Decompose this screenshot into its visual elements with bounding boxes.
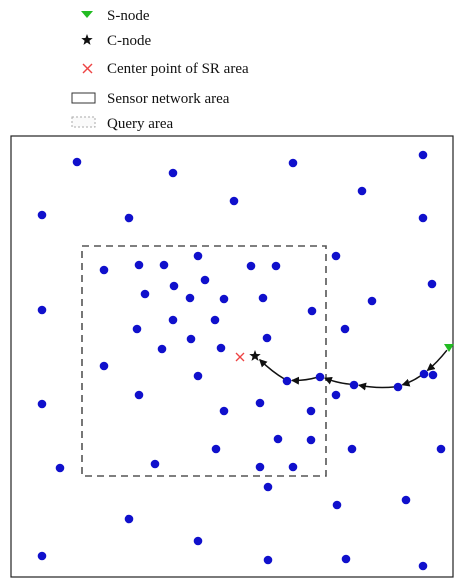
sensor-node [347, 444, 357, 454]
sensor-node [99, 265, 109, 275]
sensor-node [132, 324, 142, 334]
sensor-node [140, 289, 150, 299]
sensor-node [99, 361, 109, 371]
sensor-node [55, 463, 65, 473]
sensor-node [37, 305, 47, 315]
sensor-node [340, 324, 350, 334]
sensor-node [186, 334, 196, 344]
legend-label-query-area: Query area [107, 116, 174, 132]
sensor-node [185, 293, 195, 303]
sensor-node [211, 444, 221, 454]
sensor-node [72, 157, 82, 167]
sensor-node [255, 398, 265, 408]
sensor-node [210, 315, 220, 325]
sensor-node [341, 554, 351, 564]
sensor-node [273, 434, 283, 444]
sensor-node [169, 281, 179, 291]
sensor-node [331, 251, 341, 261]
sensor-node [271, 261, 281, 271]
sensor-node [150, 459, 160, 469]
sensor-node [418, 150, 428, 160]
sensor-node [219, 294, 229, 304]
sensor-node [37, 210, 47, 220]
sensor-node [332, 500, 342, 510]
sensor-node [418, 561, 428, 571]
sensor-network-area [10, 135, 454, 578]
center-point-legend-icon [82, 63, 93, 74]
sensor-node [255, 462, 265, 472]
sensor-node [307, 306, 317, 316]
sensor-node [124, 514, 134, 524]
sensor-node [134, 390, 144, 400]
sensor-node [157, 344, 167, 354]
sensor-node [427, 279, 437, 289]
legend-label-center-point: Center point of SR area [107, 61, 249, 77]
legend-label-s-node: S-node [107, 8, 150, 24]
sensor-node [219, 406, 229, 416]
query-area-legend-icon [71, 116, 96, 128]
center-point-marker [235, 352, 245, 362]
s-node-legend-icon [81, 11, 93, 18]
sensor-node [306, 435, 316, 445]
path-node [393, 382, 403, 392]
sensor-node [401, 495, 411, 505]
c-node-marker [249, 350, 261, 361]
sensor-node [200, 275, 210, 285]
sensor-node [37, 399, 47, 409]
path-arrow [323, 376, 352, 386]
path-node [282, 376, 292, 386]
sensor-node [288, 462, 298, 472]
sensor-node [134, 260, 144, 270]
sensor-node [193, 251, 203, 261]
legend-label-sensor-area: Sensor network area [107, 91, 230, 107]
sensor-node [331, 390, 341, 400]
sensor-node [168, 168, 178, 178]
path-arrow [290, 376, 318, 385]
sensor-node [159, 260, 169, 270]
special-nodes [235, 344, 454, 362]
path-node [419, 369, 429, 379]
path-node [349, 380, 359, 390]
path-arrow [259, 358, 286, 380]
sensor-node [193, 536, 203, 546]
sensor-node [258, 293, 268, 303]
sensor-node [168, 315, 178, 325]
path-arrow [426, 349, 448, 372]
sensor-node [428, 370, 438, 380]
sensor-node [124, 213, 134, 223]
sensor-area-legend-icon [71, 92, 96, 104]
sensor-node [306, 406, 316, 416]
sensor-node [367, 296, 377, 306]
sensor-nodes [37, 150, 446, 571]
sensor-node [262, 333, 272, 343]
sensor-node [288, 158, 298, 168]
path-arrow [358, 382, 396, 391]
sensor-node [357, 186, 367, 196]
legend-label-c-node: C-node [107, 33, 152, 49]
sensor-node [37, 551, 47, 561]
sensor-node [436, 444, 446, 454]
sensor-node [263, 482, 273, 492]
s-node-marker [444, 344, 454, 352]
path-arrow [401, 374, 422, 387]
query-area [81, 245, 327, 477]
sensor-node [216, 343, 226, 353]
routing-path [259, 349, 448, 392]
sensor-node [193, 371, 203, 381]
sensor-node [263, 555, 273, 565]
sensor-node [418, 213, 428, 223]
sensor-node [229, 196, 239, 206]
path-node [315, 372, 325, 382]
sensor-node [246, 261, 256, 271]
c-node-legend-icon [81, 34, 93, 45]
